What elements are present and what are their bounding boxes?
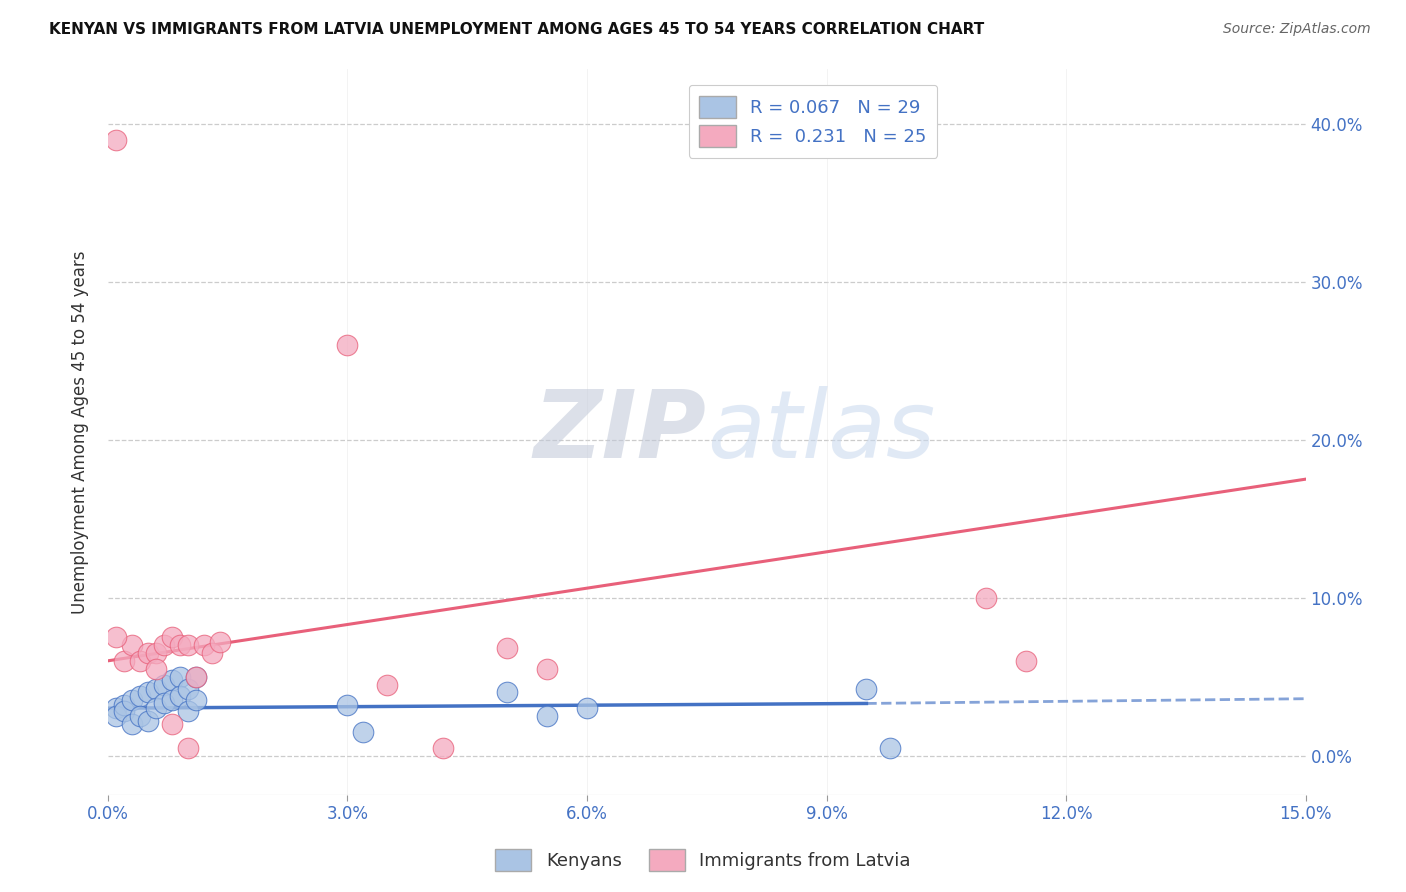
Point — [432, 740, 454, 755]
Point — [160, 717, 183, 731]
Point — [129, 654, 152, 668]
Point — [121, 693, 143, 707]
Point — [184, 693, 207, 707]
Text: Source: ZipAtlas.com: Source: ZipAtlas.com — [1223, 22, 1371, 37]
Point — [169, 638, 191, 652]
Point — [153, 697, 176, 711]
Point — [153, 677, 176, 691]
Point — [145, 662, 167, 676]
Point — [104, 132, 127, 146]
Point — [879, 740, 901, 755]
Point — [177, 638, 200, 652]
Point — [974, 591, 997, 605]
Point — [136, 685, 159, 699]
Point — [136, 714, 159, 728]
Point — [145, 701, 167, 715]
Point — [160, 630, 183, 644]
Point — [136, 646, 159, 660]
Point — [153, 638, 176, 652]
Point — [145, 682, 167, 697]
Point — [184, 670, 207, 684]
Text: KENYAN VS IMMIGRANTS FROM LATVIA UNEMPLOYMENT AMONG AGES 45 TO 54 YEARS CORRELAT: KENYAN VS IMMIGRANTS FROM LATVIA UNEMPLO… — [49, 22, 984, 37]
Point — [112, 704, 135, 718]
Point — [353, 724, 375, 739]
Point — [112, 698, 135, 712]
Point — [201, 646, 224, 660]
Text: atlas: atlas — [707, 386, 935, 477]
Point — [121, 638, 143, 652]
Point — [160, 673, 183, 687]
Text: ZIP: ZIP — [534, 386, 707, 478]
Point — [377, 677, 399, 691]
Point — [536, 662, 558, 676]
Point — [1015, 654, 1038, 668]
Point — [536, 709, 558, 723]
Legend: R = 0.067   N = 29, R =  0.231   N = 25: R = 0.067 N = 29, R = 0.231 N = 25 — [689, 85, 938, 158]
Point — [129, 689, 152, 703]
Point — [104, 630, 127, 644]
Point — [104, 701, 127, 715]
Point — [184, 670, 207, 684]
Point — [104, 709, 127, 723]
Point — [336, 698, 359, 712]
Point — [177, 704, 200, 718]
Point — [193, 638, 215, 652]
Point — [121, 717, 143, 731]
Point — [160, 693, 183, 707]
Point — [575, 701, 598, 715]
Point — [112, 654, 135, 668]
Point — [129, 709, 152, 723]
Point — [169, 689, 191, 703]
Legend: Kenyans, Immigrants from Latvia: Kenyans, Immigrants from Latvia — [488, 842, 918, 879]
Point — [177, 740, 200, 755]
Point — [177, 682, 200, 697]
Y-axis label: Unemployment Among Ages 45 to 54 years: Unemployment Among Ages 45 to 54 years — [72, 250, 89, 614]
Point — [496, 685, 519, 699]
Point — [496, 641, 519, 656]
Point — [208, 635, 231, 649]
Point — [145, 646, 167, 660]
Point — [855, 682, 877, 697]
Point — [169, 670, 191, 684]
Point — [336, 338, 359, 352]
